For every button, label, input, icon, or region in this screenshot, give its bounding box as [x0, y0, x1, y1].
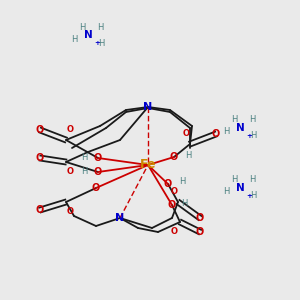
Text: O: O: [196, 213, 204, 223]
Text: H: H: [185, 151, 191, 160]
Text: H: H: [81, 167, 87, 176]
Text: O: O: [170, 152, 178, 162]
Text: H: H: [249, 116, 255, 124]
Text: H: H: [181, 199, 187, 208]
Text: O: O: [36, 153, 44, 163]
Text: H: H: [97, 22, 103, 32]
Text: +: +: [246, 193, 252, 199]
Text: O: O: [168, 200, 176, 210]
Text: H: H: [79, 22, 85, 32]
Text: N: N: [143, 102, 153, 112]
Text: H: H: [250, 131, 256, 140]
Text: +: +: [246, 133, 252, 139]
Text: O: O: [196, 227, 204, 237]
Text: O: O: [212, 129, 220, 139]
Text: H: H: [231, 116, 237, 124]
Text: +: +: [94, 40, 100, 46]
Text: O: O: [94, 167, 102, 177]
Text: H: H: [81, 154, 87, 163]
Text: N: N: [84, 30, 92, 40]
Text: O: O: [67, 125, 73, 134]
Text: N: N: [236, 123, 244, 133]
Text: H: H: [98, 38, 104, 47]
Text: N: N: [236, 183, 244, 193]
Text: H: H: [223, 188, 229, 196]
Text: H: H: [179, 178, 185, 187]
Text: H: H: [250, 191, 256, 200]
Text: O: O: [164, 179, 172, 189]
Text: Fe: Fe: [140, 158, 156, 172]
Text: H: H: [71, 34, 77, 43]
Text: O: O: [170, 227, 178, 236]
Text: O: O: [67, 208, 73, 217]
Text: O: O: [94, 153, 102, 163]
Text: H: H: [249, 176, 255, 184]
Text: O: O: [67, 167, 73, 176]
Text: O: O: [182, 130, 190, 139]
Text: O: O: [170, 188, 178, 196]
Text: O: O: [92, 183, 100, 193]
Text: H: H: [223, 128, 229, 136]
Text: O: O: [36, 205, 44, 215]
Text: N: N: [116, 213, 124, 223]
Text: H: H: [231, 176, 237, 184]
Text: O: O: [36, 125, 44, 135]
